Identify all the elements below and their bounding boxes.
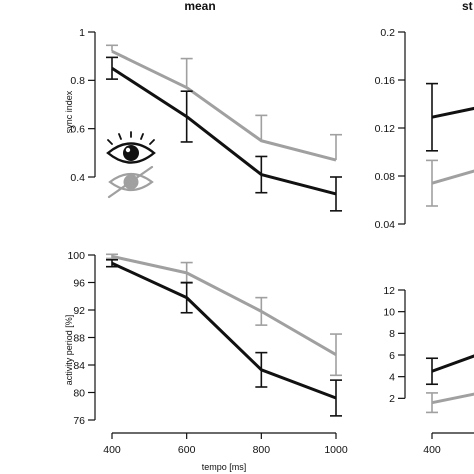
y-tick-label: 6 <box>389 350 395 362</box>
ylabel-sync-index: sync index <box>64 90 74 133</box>
y-tick-label: 0.04 <box>375 219 396 231</box>
y-tick-label: 0.8 <box>70 75 85 87</box>
panel-activity-mean: 76 80 84 88 92 96 100 400 600 800 1000 <box>67 250 347 456</box>
x-tick-label: 800 <box>253 444 271 456</box>
series-line <box>111 49 337 162</box>
y-tick-label: 0.12 <box>375 123 396 135</box>
x-tick-label: 400 <box>103 444 121 456</box>
x-tick-label: 400 <box>423 444 441 456</box>
error-bar <box>426 392 438 414</box>
y-tick-label: 0.6 <box>70 123 85 135</box>
x-tick-label: 600 <box>178 444 196 456</box>
y-tick-label: 0.08 <box>375 171 396 183</box>
error-bar <box>180 57 193 88</box>
error-bar <box>330 333 342 377</box>
error-bar <box>426 82 438 152</box>
error-bar <box>106 44 118 52</box>
y-tick-label: 0.16 <box>375 75 396 87</box>
y-tick-label: 88 <box>73 332 85 344</box>
error-bar <box>426 159 438 207</box>
y-tick-label: 92 <box>73 305 85 317</box>
series-line <box>111 254 337 356</box>
y-tick-label: 2 <box>389 393 395 405</box>
y-tick-label: 100 <box>67 250 85 262</box>
error-bar <box>106 56 118 80</box>
y-tick-label: 0.4 <box>70 172 85 184</box>
error-bar <box>255 155 268 194</box>
y-tick-label: 84 <box>73 360 85 372</box>
y-tick-label: 0.2 <box>380 27 395 39</box>
error-bar <box>180 281 193 314</box>
y-tick-label: 76 <box>73 415 85 427</box>
series-line <box>431 169 474 185</box>
error-bar <box>426 357 438 386</box>
error-bar <box>106 253 118 260</box>
title-mean: mean <box>184 0 215 13</box>
series-line <box>111 66 337 196</box>
title-std: st <box>462 0 473 13</box>
error-bar <box>255 296 268 326</box>
panel-sync-mean: 0.4 0.6 0.8 1 <box>70 27 342 212</box>
eye-open-icon <box>106 131 156 164</box>
y-tick-label: 12 <box>383 285 395 297</box>
panel-sync-std: 0.04 0.08 0.12 0.16 0.2 <box>375 27 474 231</box>
y-tick-label: 96 <box>73 277 85 289</box>
xlabel-tempo: tempo [ms] <box>202 462 247 472</box>
y-tick-label: 80 <box>73 387 85 399</box>
series-line <box>431 392 474 405</box>
eye-closed-icon <box>107 165 154 199</box>
error-bar <box>330 176 342 212</box>
x-tick-label: 1000 <box>324 444 348 456</box>
series-line <box>431 354 474 373</box>
y-tick-label: 8 <box>389 328 395 340</box>
error-bar <box>180 90 193 143</box>
y-tick-label: 10 <box>383 306 395 318</box>
panel-activity-std: 2 4 6 8 10 12 400 <box>383 285 474 456</box>
error-bar <box>330 133 342 161</box>
y-tick-label: 1 <box>79 27 85 39</box>
y-tick-label: 4 <box>389 371 395 383</box>
ylabel-activity-period: activity period [%] <box>64 315 74 386</box>
series-line <box>431 106 474 119</box>
error-bar <box>255 114 268 141</box>
error-bar <box>255 351 268 388</box>
error-bar <box>330 379 342 417</box>
series-line <box>111 261 337 400</box>
error-bar <box>106 259 118 268</box>
